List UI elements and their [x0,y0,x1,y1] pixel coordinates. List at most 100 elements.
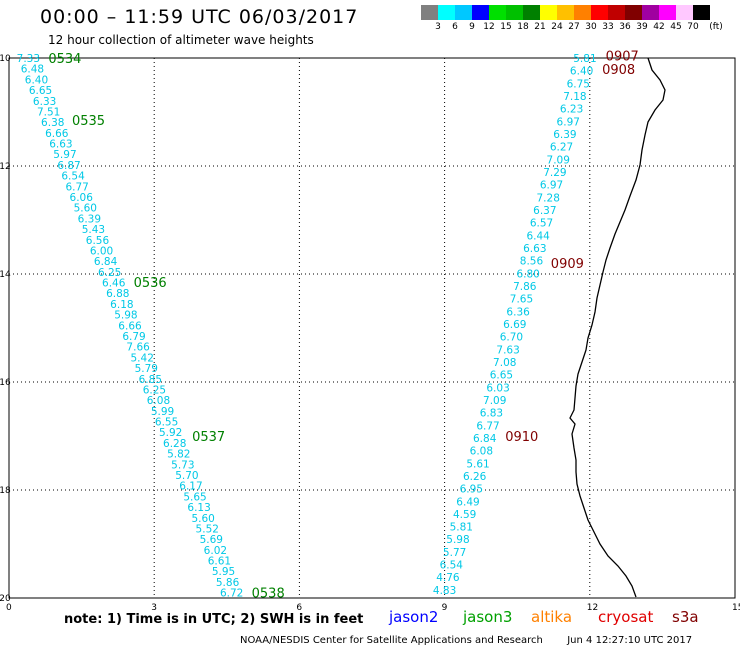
wave-height-label: 6.88 [106,288,129,300]
y-tick-label: -10 [0,54,11,64]
wave-height-label: 5.60 [74,203,97,215]
wave-height-label: 6.69 [503,319,526,331]
colorbar-swatch [608,5,625,20]
colorbar-swatch [455,5,472,20]
wave-height-label: 6.49 [456,496,479,508]
satellite-jason3: jason3 [463,608,513,626]
wave-height-label: 5.98 [114,310,137,322]
satellite-cryosat: cryosat [598,608,654,626]
colorbar-label: (ft) [709,22,723,32]
colorbar-label: 24 [551,22,563,32]
wave-height-label: 6.23 [560,104,583,116]
wave-height-label: 6.27 [550,142,573,154]
wave-height-label: 6.55 [155,417,178,429]
colorbar-label: 42 [653,22,665,32]
satellite-tracks: 7.336.486.406.656.337.516.386.666.635.97… [17,49,639,601]
wave-height-label: 6.87 [57,160,80,172]
axis-ticks: 0 3 6 9 12 15 -10 -12 -14 -16 -18 -20 [0,54,740,613]
wave-height-label: 6.00 [90,245,113,257]
wave-height-label: 7.63 [496,344,519,356]
colorbar-swatch [693,5,710,20]
y-tick-label: -14 [0,270,11,280]
x-tick-label: 15 [732,603,740,613]
wave-height-label: 6.48 [21,64,44,76]
colorbar-label: 6 [452,22,458,32]
wave-height-label: 5.82 [167,449,190,461]
x-tick-label: 3 [151,603,157,613]
wave-height-label: 5.81 [573,53,596,65]
colorbar-swatch [659,5,676,20]
wave-height-label: 6.63 [49,139,72,151]
footer-timestamp: Jun 4 12:27:10 UTC 2017 [567,635,693,646]
wave-height-label: 6.65 [29,85,52,97]
wave-height-label: 6.63 [523,243,546,255]
wave-height-label: 8.56 [520,256,544,268]
colorbar-label: 45 [670,22,682,32]
wave-height-label: 6.13 [187,502,210,514]
colorbar-swatch [421,5,438,20]
footer-organization: NOAA/NESDIS Center for Satellite Applica… [240,635,543,646]
satellite-jason2: jason2 [389,608,439,626]
wave-height-label: 7.08 [493,357,516,369]
map-title: 00:00 – 11:59 UTC 06/03/2017 [40,6,359,28]
wave-height-label: 5.99 [151,406,174,418]
wave-height-label: 6.95 [460,484,483,496]
wave-height-label: 6.72 [220,588,243,600]
colorbar-swatch [489,5,506,20]
wave-height-label: 5.70 [175,470,198,482]
wave-height-label: 6.77 [476,420,499,432]
colorbar-label: 36 [619,22,631,32]
wave-height-label: 7.65 [510,294,533,306]
wave-height-label: 5.92 [159,427,182,439]
wave-height-label: 7.18 [563,91,586,103]
colorbar-label: 39 [636,22,648,32]
wave-height-label: 7.29 [543,167,566,179]
wave-height-label: 6.03 [486,382,509,394]
colorbar-label: 70 [687,22,699,32]
wave-height-label: 7.09 [483,395,506,407]
pass-time-label: 0909 [551,257,584,272]
wave-height-label: 6.33 [33,96,56,108]
colorbar-label: 12 [483,22,495,32]
wave-height-label: 6.56 [86,235,110,247]
coastline [569,57,666,598]
wave-height-label: 5.43 [82,224,105,236]
wave-height-label: 5.95 [212,566,235,578]
colorbar-label: 30 [585,22,597,32]
map-frame [8,57,736,599]
satellite-s3a: s3a [672,608,699,626]
wave-height-label: 5.98 [446,534,469,546]
wave-height-label: 5.77 [443,547,466,559]
map-grid [9,58,735,598]
wave-height-label: 6.79 [122,331,145,343]
colorbar-swatch [557,5,574,20]
wave-height-label: 5.60 [191,513,214,525]
colorbar-swatch [574,5,591,20]
wave-height-label: 6.70 [500,332,523,344]
pass-time-label: 0907 [606,49,639,64]
wave-height-label: 6.44 [526,230,550,242]
wave-height-label: 4.76 [436,572,460,584]
colorbar-label: 3 [435,22,441,32]
wave-height-label: 6.84 [94,256,118,268]
wave-height-label: 6.28 [163,438,186,450]
pass-time-label: 0538 [252,587,285,602]
wave-height-label: 6.25 [98,267,121,279]
colorbar-label: 18 [517,22,529,32]
wave-height-label: 6.40 [25,74,48,86]
pass-time-label: 0908 [602,63,635,78]
colorbar-swatch [472,5,489,20]
wave-height-label: 6.36 [506,306,530,318]
wave-height-label: 5.65 [183,491,206,503]
y-tick-label: -20 [0,594,11,604]
wave-height-label: 6.39 [78,213,101,225]
colorbar-swatch [523,5,540,20]
wave-height-label: 6.17 [179,481,202,493]
wave-height-label: 7.66 [126,342,150,354]
wave-height-label: 6.80 [516,268,539,280]
wave-height-label: 7.28 [537,192,560,204]
wave-height-label: 6.06 [70,192,94,204]
footer-credit: NOAA/NESDIS Center for Satellite Applica… [240,635,692,646]
wave-height-label: 6.39 [553,129,576,141]
x-tick-label: 12 [587,603,598,613]
